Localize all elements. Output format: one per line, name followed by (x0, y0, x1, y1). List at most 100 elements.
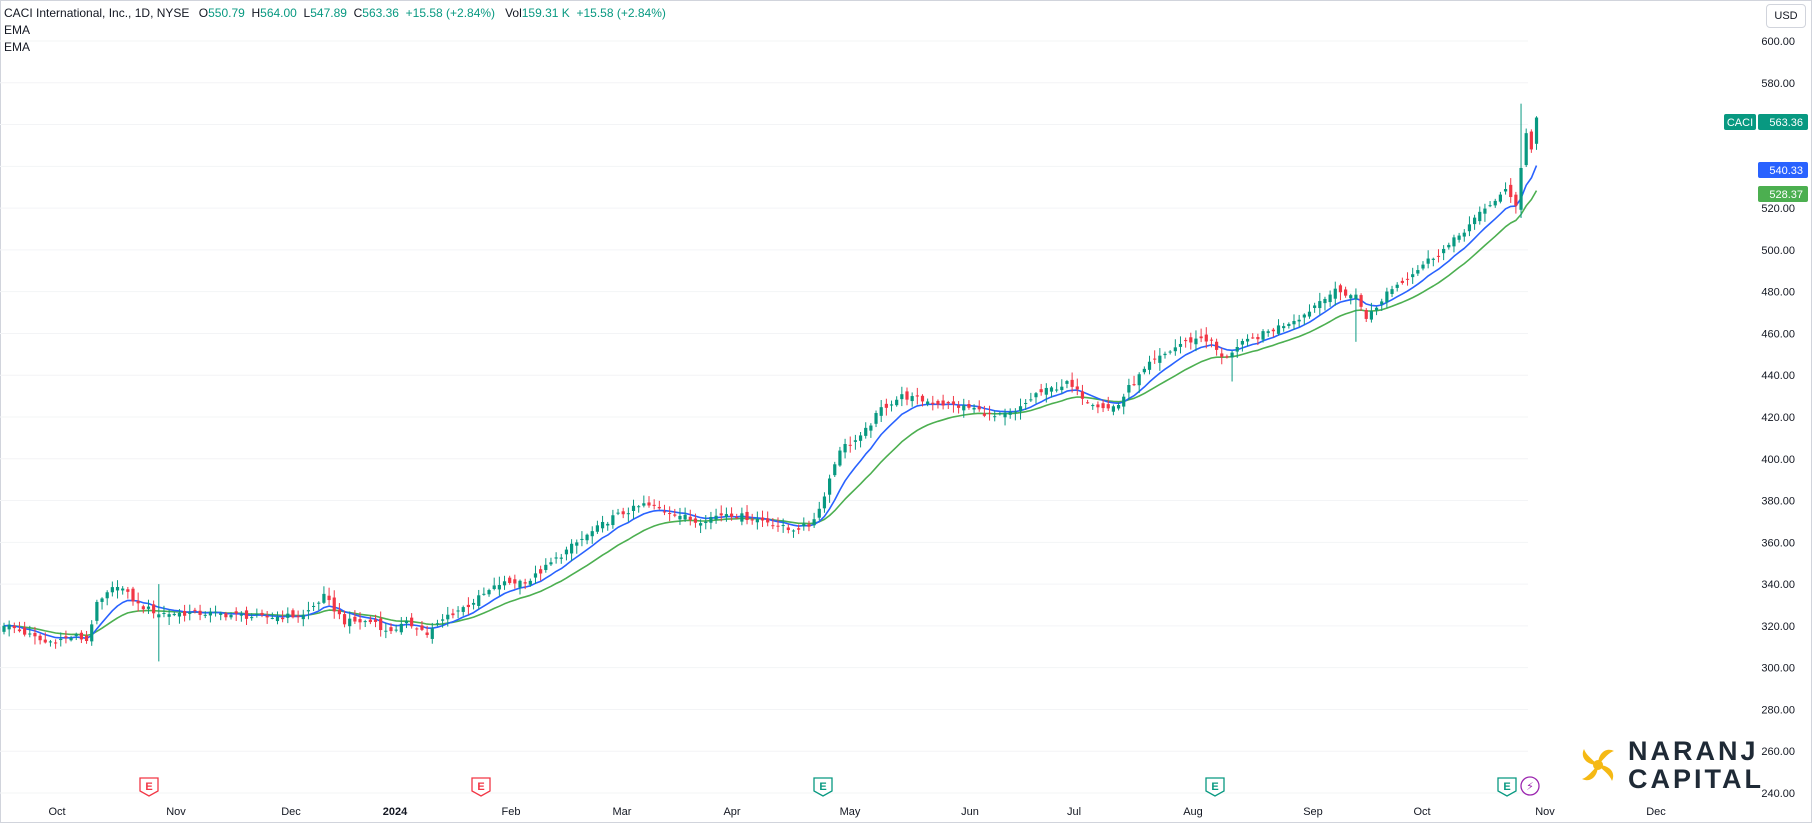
candle-body (152, 604, 156, 614)
candle-body (17, 629, 22, 632)
candle-body (1447, 244, 1451, 248)
candle-body (1060, 386, 1064, 391)
candle-body (740, 513, 744, 522)
candle (570, 539, 574, 562)
brand-line-2: CAPITAL (1628, 764, 1764, 794)
candle-body (1323, 298, 1327, 304)
legend-symbol[interactable]: CACI International, Inc., 1D, NYSE (4, 6, 190, 20)
candle-body (951, 401, 956, 405)
candle (962, 398, 966, 418)
candle-body (1498, 194, 1502, 202)
earnings-marker[interactable]: E (1205, 777, 1225, 797)
candle (167, 609, 171, 626)
candle (296, 610, 300, 623)
earnings-marker[interactable]: E (1497, 777, 1517, 797)
candle (384, 622, 388, 639)
legend-main-row: CACI International, Inc., 1D, NYSE O550.… (4, 5, 666, 22)
candle-body (188, 612, 192, 614)
candle (657, 500, 661, 510)
candle (1287, 322, 1291, 329)
x-tick-label: Aug (1183, 806, 1203, 818)
candle-body (502, 581, 507, 586)
candle (301, 609, 305, 627)
candle-body (415, 628, 419, 630)
candle-body (332, 597, 336, 612)
candle (342, 610, 347, 628)
candle (1116, 402, 1121, 411)
candle (580, 531, 584, 547)
candle (1349, 293, 1353, 305)
legend-ema-slow[interactable]: EMA (4, 40, 31, 54)
candle (43, 632, 47, 644)
candle (430, 622, 434, 644)
candle (157, 584, 161, 662)
candle (1147, 355, 1152, 375)
candle-body (301, 614, 305, 620)
candle (1442, 245, 1446, 261)
candle (1137, 372, 1141, 393)
candle (539, 565, 543, 581)
candle-body (1029, 399, 1033, 401)
legend-open-label: O (198, 6, 209, 20)
candle (1359, 293, 1363, 311)
candle-body (1333, 288, 1337, 299)
candle-body (373, 619, 378, 622)
candle-body (833, 464, 837, 476)
candle-body (662, 511, 667, 513)
candle-body (497, 585, 501, 590)
candle-body (626, 513, 630, 515)
candle-body (198, 610, 202, 615)
earnings-marker[interactable]: E (813, 777, 833, 797)
candle (951, 395, 956, 413)
candle-body (471, 602, 476, 605)
candle (1008, 408, 1012, 419)
candle (910, 392, 914, 407)
earnings-marker[interactable]: E (471, 777, 491, 797)
candle-body (766, 518, 770, 523)
candle-body (755, 519, 759, 523)
candle-body (291, 610, 295, 618)
candle (306, 601, 311, 620)
candle (1163, 351, 1167, 359)
candle-body (600, 521, 605, 529)
candle-body (1070, 379, 1074, 387)
legend-ema-fast[interactable]: EMA (4, 23, 31, 37)
candle-body (1106, 404, 1110, 409)
candle (838, 446, 842, 467)
currency-button[interactable]: USD (1766, 4, 1806, 28)
y-tick-label: 280.00 (1761, 704, 1795, 716)
candle (1483, 203, 1487, 222)
candle-body (446, 614, 450, 620)
candle (1509, 178, 1513, 203)
candle-body (12, 625, 16, 629)
candle-body (1509, 184, 1513, 198)
candle-body (1302, 314, 1306, 318)
earnings-marker-shape (813, 777, 833, 797)
candle (224, 611, 228, 621)
candle-body (745, 511, 749, 520)
candle-body (879, 407, 883, 416)
dividend-marker[interactable]: ⚡ (1520, 776, 1540, 796)
candle-body (1153, 358, 1157, 360)
candle (1328, 290, 1332, 307)
earnings-marker[interactable]: E (139, 777, 159, 797)
candle-body (69, 637, 73, 641)
candle (193, 607, 197, 614)
candle (626, 507, 630, 522)
candle (993, 410, 997, 422)
candle (513, 574, 517, 589)
candle-body (987, 412, 992, 414)
candle-body (368, 619, 372, 623)
candle-body (621, 511, 625, 515)
candle-body (1204, 334, 1208, 342)
candle (255, 608, 259, 618)
y-tick-label: 340.00 (1761, 579, 1795, 591)
candle-body (1024, 402, 1028, 404)
candle-body (595, 525, 599, 532)
candle-body (203, 614, 207, 616)
candle (895, 396, 899, 407)
candle (1364, 308, 1368, 323)
candle-body (167, 614, 171, 617)
candle (358, 612, 362, 630)
